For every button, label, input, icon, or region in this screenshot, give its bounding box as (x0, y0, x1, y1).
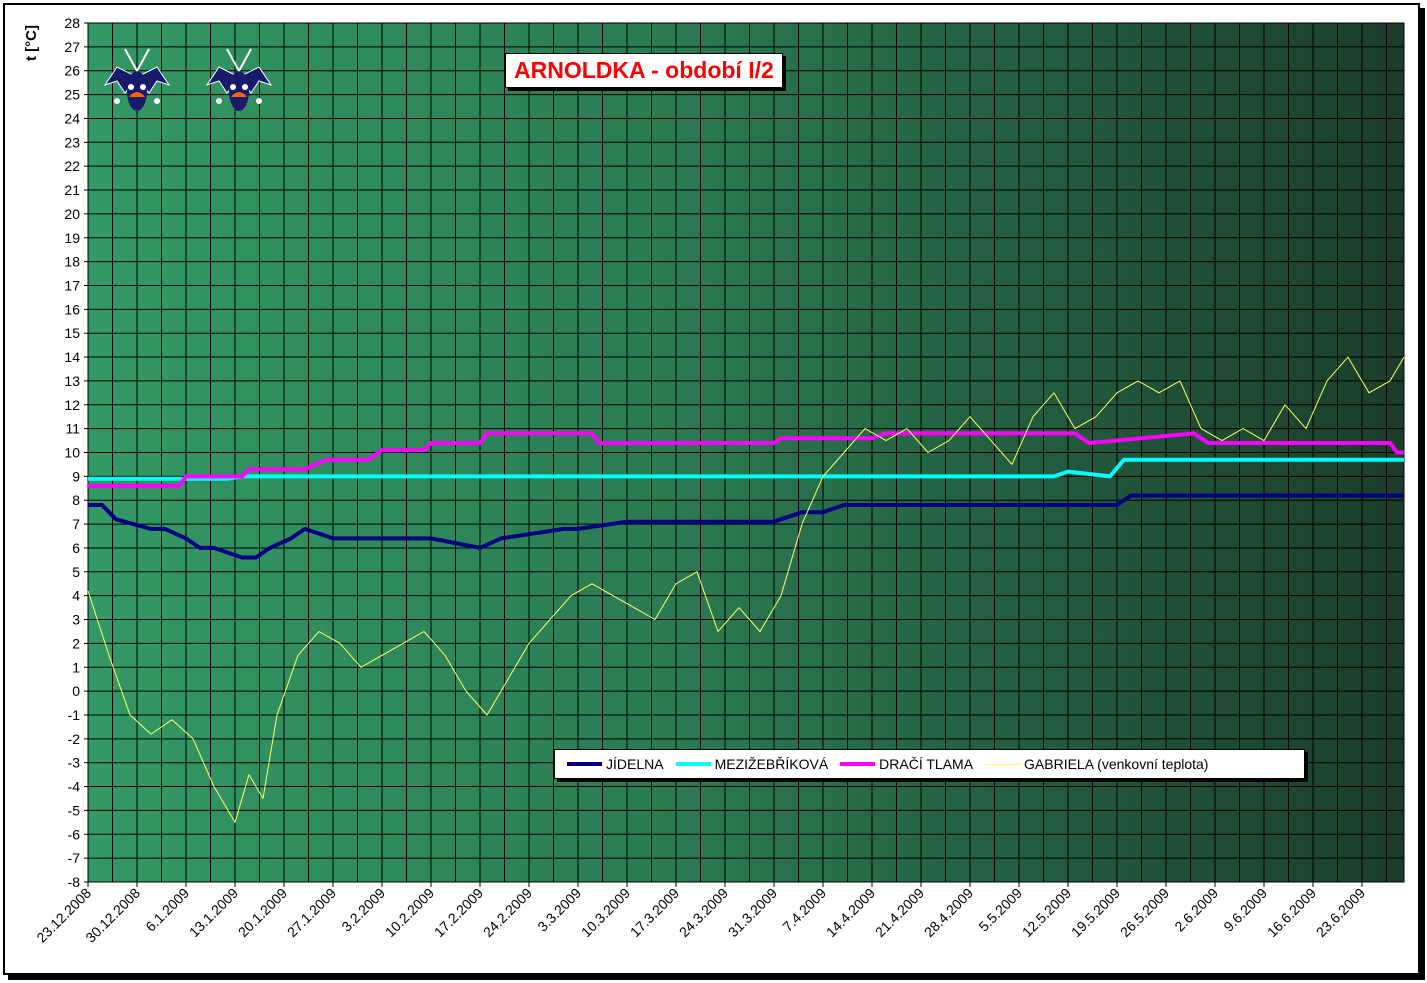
x-tick-label: 10.3.2009 (578, 885, 634, 941)
legend-item: GABRIELA (venkovní teplota) (985, 756, 1208, 772)
y-tick-label: 17 (64, 277, 80, 293)
x-tick-label: 2.6.2009 (1171, 885, 1221, 935)
y-tick-label: 19 (64, 230, 80, 246)
y-tick-label: -7 (68, 850, 81, 866)
x-tick-label: 3.2.2009 (338, 885, 388, 935)
y-tick-label: 10 (64, 445, 80, 461)
x-tick-label: 5.5.2009 (975, 885, 1025, 935)
series-line-gabriela (87, 356, 1405, 823)
x-tick-label: 9.6.2009 (1220, 885, 1270, 935)
y-tick-label: 22 (64, 158, 80, 174)
y-tick-label: -3 (68, 755, 81, 771)
y-tick-label: 24 (64, 110, 80, 126)
legend-label: MEZIŽEBŘÍKOVÁ (714, 756, 829, 772)
y-tick-label: -2 (68, 731, 81, 747)
x-tick-label: 24.2.2009 (480, 885, 536, 941)
legend-item: DRAČÍ TLAMA (840, 756, 973, 772)
x-tick-label: 17.3.2009 (627, 885, 683, 941)
y-tick-label: 1 (72, 659, 80, 675)
y-tick-label: 18 (64, 254, 80, 270)
series-lines (87, 356, 1405, 823)
x-tick-label: 3.3.2009 (534, 885, 584, 935)
y-tick-label: 28 (64, 15, 80, 31)
legend-swatch (675, 762, 711, 766)
y-tick-label: 4 (72, 588, 80, 604)
x-tick-label: 31.3.2009 (725, 885, 781, 941)
x-tick-label: 16.6.2009 (1264, 885, 1320, 941)
y-tick-label: 5 (72, 564, 80, 580)
y-tick-label: 23 (64, 134, 80, 150)
x-tick-label: 24.3.2009 (676, 885, 732, 941)
chart-frame: -8 -7 -6 -5 -4 -3 -2 -1 0 1 2 3 4 5 6 7 8 9 10 11 12 13 14 15 16… (3, 3, 1420, 975)
y-tick-label: 6 (72, 540, 80, 556)
x-tick-label: 19.5.2009 (1068, 885, 1124, 941)
x-tick-label: 10.2.2009 (382, 885, 438, 941)
y-tick-label: -1 (68, 707, 81, 723)
bat-icon (103, 48, 171, 111)
y-tick-label: 8 (72, 492, 80, 508)
legend-swatch (985, 763, 1021, 765)
y-tick-label: -8 (68, 874, 81, 890)
series-line-jidelna (88, 493, 1404, 560)
y-tick-label: 14 (64, 349, 80, 365)
bat-icon (205, 48, 273, 111)
y-tick-label: 13 (64, 373, 80, 389)
x-tick-label: 28.4.2009 (921, 885, 977, 941)
y-tick-label: 26 (64, 63, 80, 79)
legend-item: JÍDELNA (567, 756, 664, 772)
legend-item: MEZIŽEBŘÍKOVÁ (675, 756, 829, 772)
x-tick-label: 6.1.2009 (142, 885, 192, 935)
y-tick-label: 20 (64, 206, 80, 222)
chart-legend: JÍDELNA MEZIŽEBŘÍKOVÁ DRAČÍ TLAMA GABRIE… (554, 749, 1305, 779)
x-tick-label: 17.2.2009 (431, 885, 487, 941)
legend-swatch (567, 762, 602, 766)
x-tick-label: 7.4.2009 (779, 885, 829, 935)
y-tick-label: 16 (64, 301, 80, 317)
x-tick-label: 27.1.2009 (284, 885, 340, 941)
x-tick-label: 23.6.2009 (1313, 885, 1369, 941)
legend-label: DRAČÍ TLAMA (879, 756, 974, 772)
y-tick-label: 27 (64, 39, 80, 55)
y-tick-label: 7 (72, 516, 80, 532)
legend-swatch (840, 762, 876, 766)
chart-svg: -8-7-6-5-4-3-2-1012345678910111213141516… (23, 15, 1405, 946)
y-axis-label: t [°C] (23, 25, 40, 61)
y-tick-label: 2 (72, 635, 80, 651)
y-tick-label: 12 (64, 397, 80, 413)
y-tick-label: 21 (64, 182, 80, 198)
y-tick-label: 25 (64, 87, 80, 103)
y-tick-label: 3 (72, 612, 80, 628)
y-tick-label: -6 (68, 826, 81, 842)
legend-label: GABRIELA (venkovní teplota) (1024, 756, 1209, 772)
legend-label: JÍDELNA (606, 756, 664, 772)
y-tick-label: -4 (68, 779, 81, 795)
x-tick-label: 14.4.2009 (823, 885, 879, 941)
x-tick-label: 20.1.2009 (235, 885, 291, 941)
y-tick-label: 11 (65, 421, 80, 437)
y-tick-label: -5 (68, 802, 81, 818)
y-tick-label: 15 (64, 325, 80, 341)
y-axis: -8-7-6-5-4-3-2-1012345678910111213141516… (64, 15, 88, 890)
chart-title: ARNOLDKA - období I/2 (505, 53, 783, 88)
x-tick-label: 21.4.2009 (872, 885, 928, 941)
x-tick-label: 13.1.2009 (186, 885, 242, 941)
x-tick-label: 26.5.2009 (1117, 885, 1173, 941)
y-tick-label: 9 (72, 468, 80, 484)
y-tick-label: 0 (72, 683, 80, 699)
x-tick-label: 12.5.2009 (1019, 885, 1075, 941)
series-line-draci (88, 431, 1404, 488)
